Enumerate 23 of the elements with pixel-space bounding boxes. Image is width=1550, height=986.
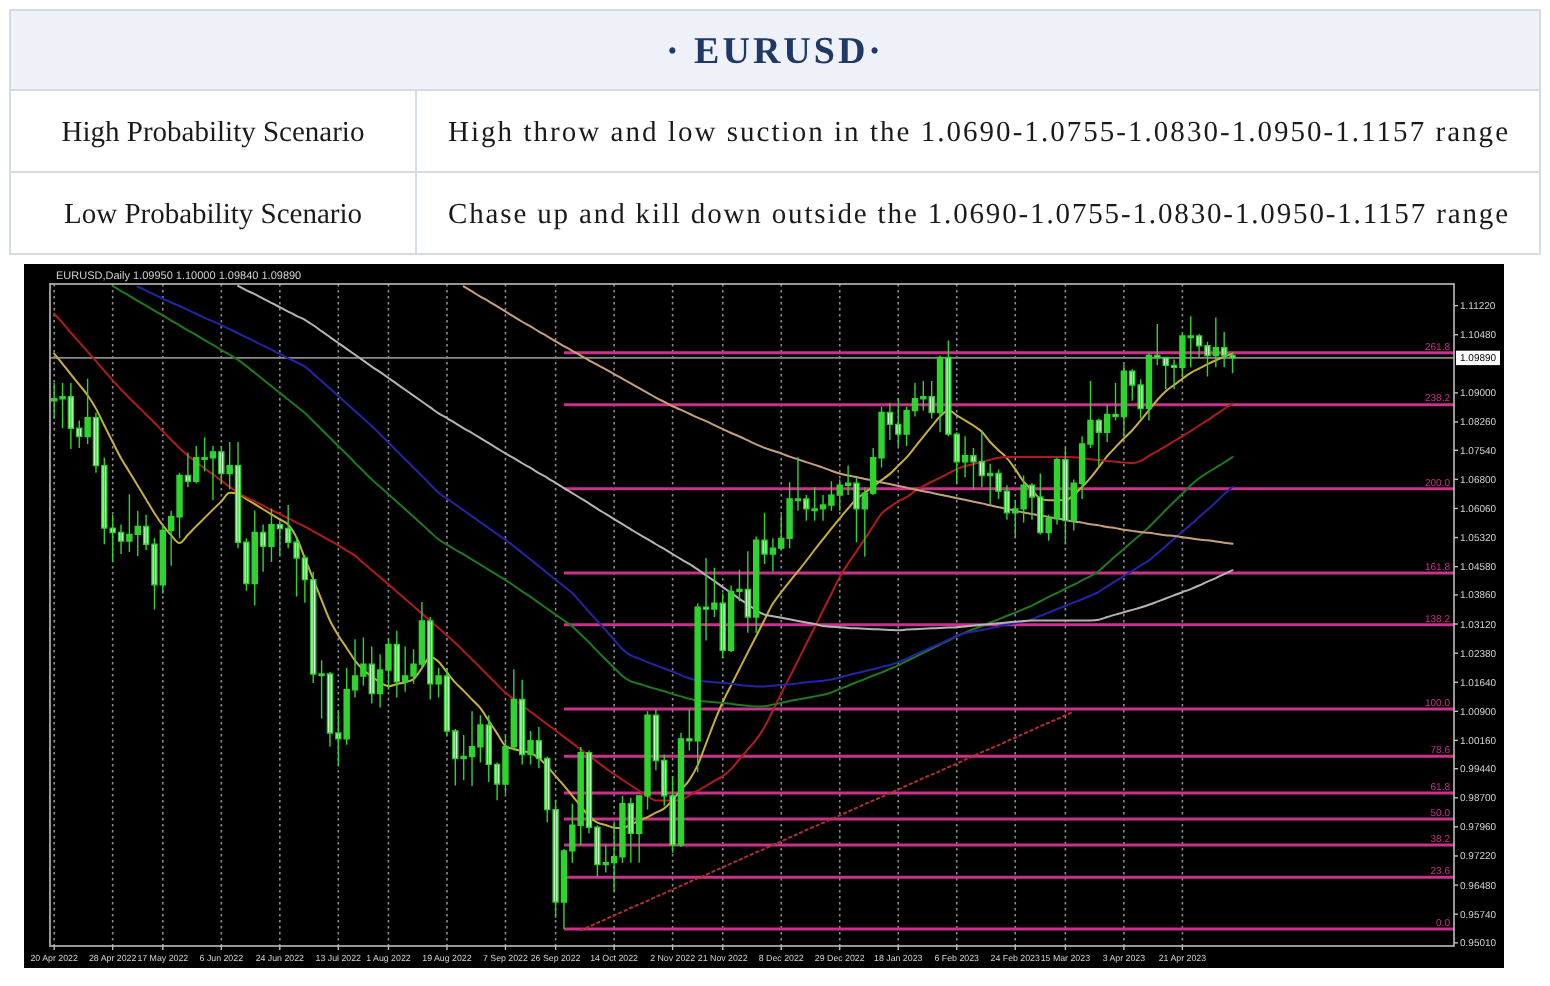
chart-title: · EURUSD·: [665, 31, 885, 74]
text: High throw and low suction in the 1.0690-1.0755-1.0830-1.0950-1.1157 range: [448, 117, 1508, 150]
candlestick: [1062, 447, 1069, 545]
candlestick: [393, 630, 401, 699]
candlestick: [811, 486, 818, 522]
candlestick: [67, 382, 75, 450]
text: High Probability Scenario: [61, 117, 365, 150]
candlestick: [368, 645, 375, 705]
text: Chase up and kill down outside the 1.0690-1.0755-1.0830-1.0950-1.1157 range: [448, 199, 1508, 232]
line-series: [579, 710, 1075, 932]
candlestick: [126, 493, 133, 553]
candlestick: [1187, 315, 1194, 369]
candlestick: [1212, 316, 1220, 369]
candlestick: [895, 397, 902, 447]
line-series: [462, 285, 1234, 545]
candlestick: [50, 382, 58, 420]
candlestick: [920, 380, 927, 412]
candlestick: [468, 710, 476, 787]
candlestick: [209, 445, 217, 501]
candlestick: [1120, 363, 1128, 437]
candlestick: [1037, 472, 1044, 536]
candlestick: [627, 797, 635, 864]
text: Low Probability Scenario: [63, 199, 363, 232]
